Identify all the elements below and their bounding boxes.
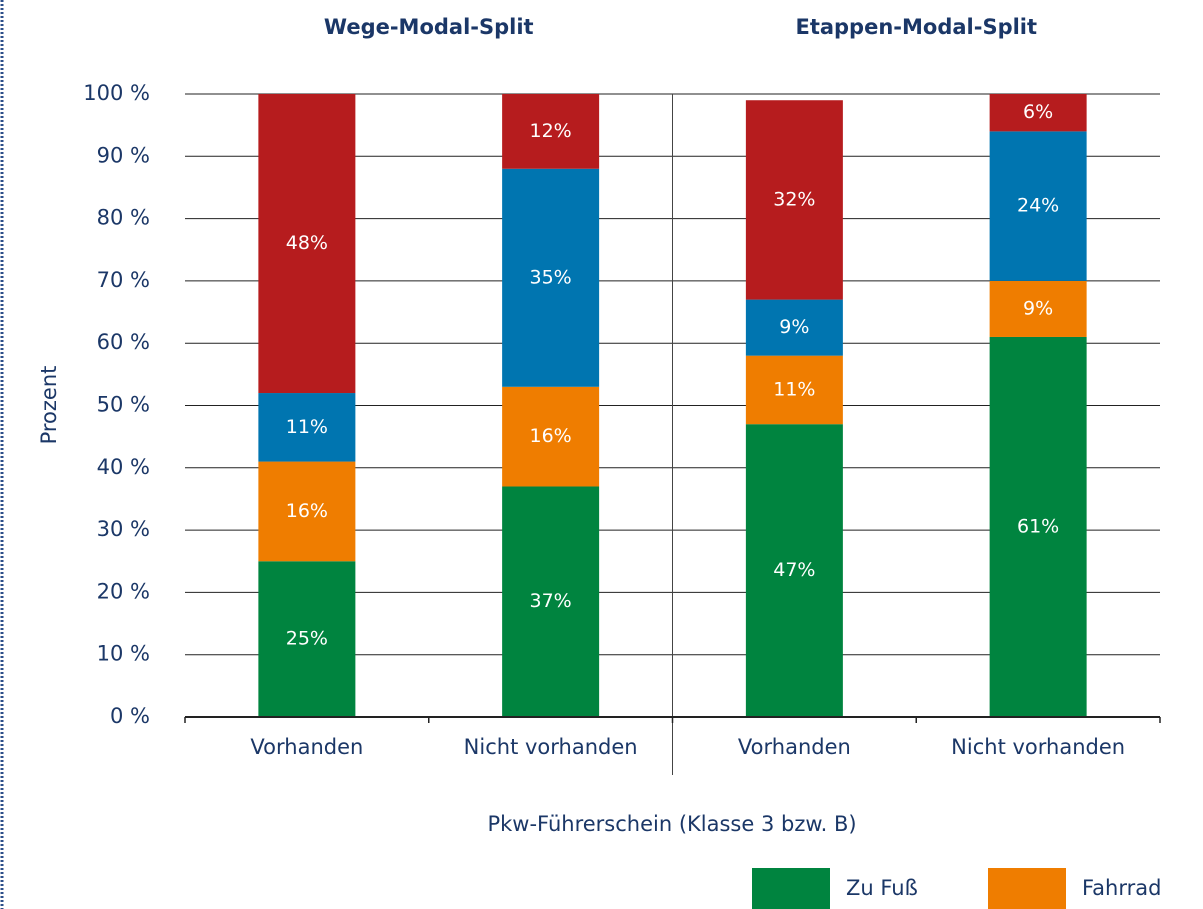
data-label: 12% [530, 120, 572, 142]
group-title: Wege-Modal-Split [324, 15, 534, 39]
x-tick-label: Nicht vorhanden [464, 735, 638, 759]
x-tick-label: Vorhanden [250, 735, 363, 759]
y-tick-label: 10 % [97, 642, 150, 666]
data-label: 32% [773, 188, 815, 210]
y-tick-label: 30 % [97, 517, 150, 541]
y-axis-label: Prozent [37, 366, 61, 445]
data-label: 16% [286, 500, 328, 522]
legend-swatch [752, 868, 830, 909]
data-label: 25% [286, 628, 328, 650]
y-tick-label: 0 % [110, 704, 150, 728]
bar-segment [502, 94, 600, 169]
bar-segment [745, 424, 843, 717]
bar-segment [502, 168, 600, 387]
data-label: 9% [1023, 297, 1053, 319]
bar-segment [258, 561, 356, 717]
data-label: 35% [530, 266, 572, 288]
data-label: 24% [1017, 195, 1059, 217]
data-label: 16% [530, 425, 572, 447]
y-tick-label: 20 % [97, 579, 150, 603]
bar-segment [258, 94, 356, 394]
y-tick-label: 50 % [97, 393, 150, 417]
legend-swatch [988, 868, 1066, 909]
bar-segment [989, 280, 1087, 337]
group-title: Etappen-Modal-Split [795, 15, 1037, 39]
y-tick-label: 70 % [97, 268, 150, 292]
data-label: 11% [286, 416, 328, 438]
data-label: 48% [286, 232, 328, 254]
bar-segment [502, 386, 600, 487]
data-label: 6% [1023, 101, 1053, 123]
x-tick-label: Nicht vorhanden [951, 735, 1125, 759]
data-label: 11% [773, 378, 815, 400]
bar-segment [745, 100, 843, 300]
y-tick-label: 100 % [83, 81, 150, 105]
data-label: 47% [773, 559, 815, 581]
bar-segment [989, 94, 1087, 132]
bar-segment [745, 299, 843, 356]
y-tick-label: 60 % [97, 330, 150, 354]
legend-label: Zu Fuß [846, 876, 918, 900]
y-tick-label: 40 % [97, 455, 150, 479]
y-tick-label: 90 % [97, 143, 150, 167]
x-tick-label: Vorhanden [738, 735, 851, 759]
data-label: 61% [1017, 515, 1059, 537]
x-axis-label: Pkw-Führerschein (Klasse 3 bzw. B) [487, 812, 856, 836]
data-label: 37% [530, 590, 572, 612]
bar-segment [258, 461, 356, 562]
bar-segment [258, 393, 356, 462]
data-label: 9% [779, 316, 809, 338]
legend-label: Fahrrad [1082, 876, 1161, 900]
bar-segment [745, 355, 843, 425]
bar-segment [502, 486, 600, 717]
bar-segment [989, 336, 1087, 717]
bar-segment [989, 131, 1087, 281]
y-tick-label: 80 % [97, 206, 150, 230]
